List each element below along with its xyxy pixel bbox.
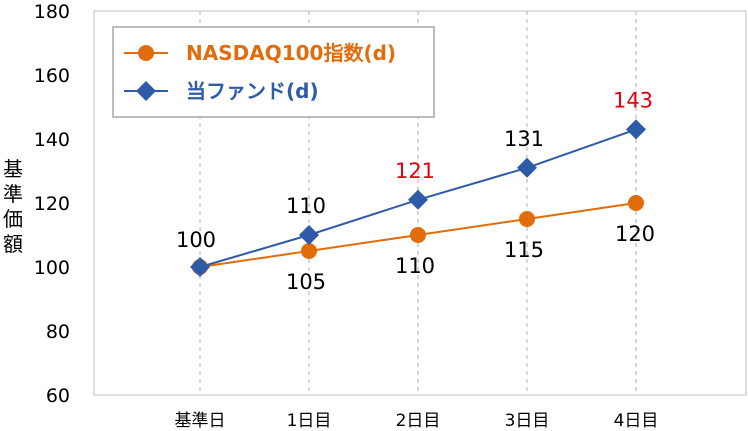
point-0-2: [410, 227, 426, 243]
y-tick-label-0: 60: [46, 385, 70, 407]
data-label-fund-3: 131: [504, 127, 544, 151]
point-0-4: [628, 195, 644, 211]
legend-label-fund: 当ファンド(d): [186, 79, 319, 103]
legend-box: [112, 26, 435, 118]
data-label-fund-1: 110: [286, 194, 326, 218]
data-label-nasdaq-2: 110: [395, 254, 435, 278]
data-label-nasdaq-4: 120: [615, 222, 655, 246]
y-tick-label-2: 100: [34, 257, 70, 279]
legend-marker-diamond: [136, 81, 156, 101]
y-tick-label-6: 180: [34, 1, 70, 23]
x-category-label-4: 4日目: [614, 411, 659, 431]
y-tick-label-3: 120: [34, 193, 70, 215]
x-category-label-0: 基準日: [175, 411, 226, 431]
y-axis-label: 基準価額: [3, 157, 23, 256]
legend-label-nasdaq: NASDAQ100指数(d): [186, 41, 396, 65]
y-axis-label-char-3: 額: [3, 232, 23, 256]
legend-marker-circle: [138, 45, 154, 61]
data-label-fund-4: 143: [613, 88, 653, 112]
legend: NASDAQ100指数(d) 当ファンド(d): [112, 26, 435, 118]
x-category-label-2: 2日目: [396, 411, 441, 431]
data-label-start: 100: [176, 228, 216, 252]
data-labels: 100 105 110 115 120 110 121 131 143: [176, 88, 655, 294]
point-0-3: [519, 211, 535, 227]
data-label-nasdaq-3: 115: [504, 238, 544, 262]
y-axis-ticks: 60 80 100 120 140 160 180: [34, 1, 70, 407]
y-tick-label-4: 140: [34, 129, 70, 151]
y-axis-label-char-1: 準: [3, 182, 23, 206]
data-label-fund-2: 121: [395, 159, 435, 183]
point-0-1: [301, 243, 317, 259]
point-1-0: [190, 257, 210, 277]
y-tick-label-1: 80: [46, 321, 70, 343]
data-label-nasdaq-1: 105: [286, 270, 326, 294]
y-tick-label-5: 160: [34, 65, 70, 87]
point-1-1: [299, 225, 319, 245]
x-category-label-1: 1日目: [287, 411, 332, 431]
series-layer: [190, 119, 646, 277]
point-1-4: [626, 119, 646, 140]
point-1-3: [517, 157, 537, 178]
x-axis-categories: 基準日 1日目 2日目 3日目 4日目: [175, 411, 659, 431]
y-axis-label-char-2: 価: [3, 207, 23, 231]
y-axis-label-char-0: 基: [3, 157, 23, 181]
x-category-label-3: 3日目: [505, 411, 550, 431]
point-1-2: [408, 189, 428, 210]
